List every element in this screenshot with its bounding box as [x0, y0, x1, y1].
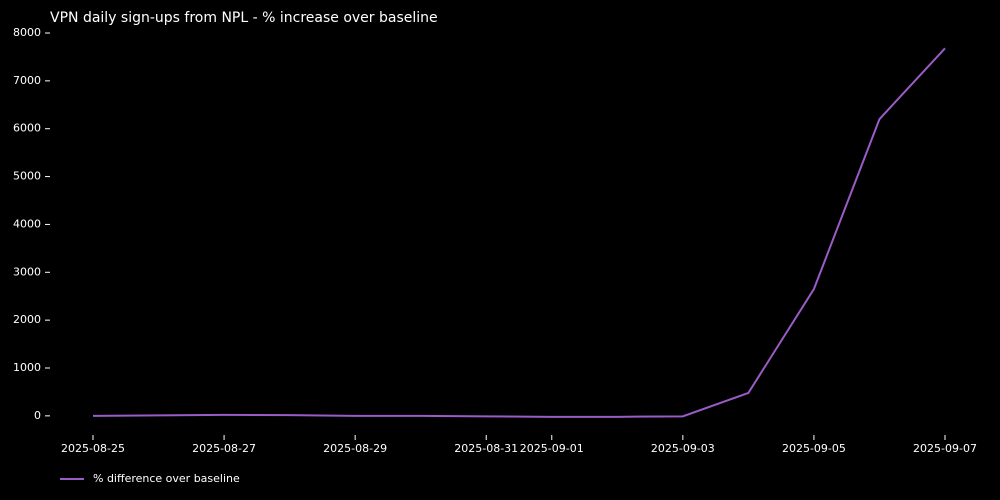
line-series — [92, 47, 946, 418]
y-tick-label: 7000 — [13, 74, 41, 87]
y-tick-label: 2000 — [13, 313, 41, 326]
x-tick-label: 2025-09-07 — [913, 442, 977, 455]
chart-title: VPN daily sign-ups from NPL - % increase… — [50, 10, 438, 26]
x-tick-label: 2025-08-31 — [454, 442, 518, 455]
legend-label: % difference over baseline — [93, 472, 240, 485]
y-tick-label: 6000 — [13, 122, 41, 135]
x-tick-label: 2025-09-03 — [651, 442, 715, 455]
x-tick-label: 2025-08-29 — [323, 442, 387, 455]
x-tick-label: 2025-08-25 — [61, 442, 125, 455]
x-tick-label: 2025-09-05 — [782, 442, 846, 455]
y-tick-label: 0 — [34, 409, 41, 422]
y-tick-label: 4000 — [13, 217, 41, 230]
y-tick-label: 5000 — [13, 170, 41, 183]
y-tick-label: 8000 — [13, 26, 41, 39]
y-tick-label: 3000 — [13, 265, 41, 278]
x-tick-label: 2025-08-27 — [192, 442, 256, 455]
x-tick-label: 2025-09-01 — [520, 442, 584, 455]
y-tick-label: 1000 — [13, 361, 41, 374]
